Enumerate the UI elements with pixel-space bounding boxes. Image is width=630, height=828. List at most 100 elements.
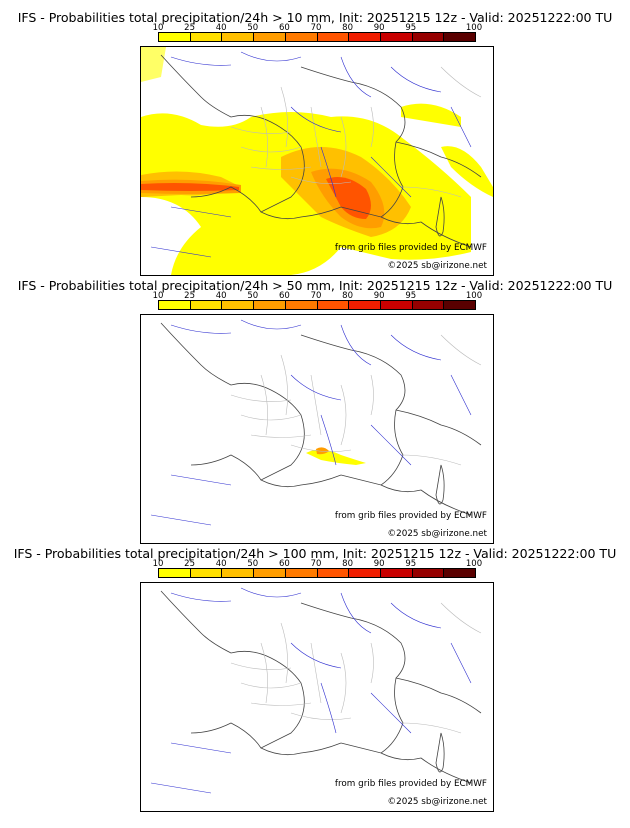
- map-shape: [141, 47, 166, 82]
- scale-tick-label: 40: [215, 23, 227, 33]
- scale-swatch: [222, 33, 255, 41]
- map-shape: [160, 590, 305, 749]
- credit-source: from grib files provided by ECMWF: [334, 779, 487, 789]
- scale-swatch: [285, 569, 318, 577]
- scale-swatch: [412, 569, 445, 577]
- color-scale-labels: 10 25 40 50 60 70 80 90 95 100: [153, 291, 498, 301]
- credit-source: from grib files provided by ECMWF: [334, 511, 487, 521]
- scale-tick-label: 25: [184, 559, 196, 569]
- region-boundaries: [230, 602, 482, 734]
- scale-tick-label: 90: [373, 23, 385, 33]
- color-scale-labels: 10 25 40 50 60 70 80 90 95 100: [153, 559, 498, 569]
- map-shape: [400, 602, 482, 734]
- scale-swatch: [285, 33, 318, 41]
- map-shape: [230, 86, 374, 184]
- map-shape: [435, 732, 445, 773]
- region-boundaries: [230, 66, 482, 198]
- map-graphic: [150, 587, 482, 794]
- map-shape: [230, 354, 374, 452]
- map-shape: [395, 409, 482, 446]
- map-shape: [400, 66, 482, 198]
- scale-swatch: [444, 33, 476, 41]
- map-shape: [141, 117, 181, 131]
- map-shape: [435, 196, 445, 237]
- map-shape: [380, 216, 472, 248]
- rivers: [150, 51, 472, 258]
- scale-tick-label: 60: [278, 291, 290, 301]
- country-borders: [160, 54, 482, 248]
- scale-tick-label: 40: [215, 559, 227, 569]
- scale-swatch: [349, 569, 381, 577]
- scale-tick-label: 70: [310, 291, 322, 301]
- rivers: [150, 319, 472, 526]
- scale-swatch: [317, 569, 350, 577]
- scale-tick-label: 70: [310, 559, 322, 569]
- scale-tick-label: 70: [310, 23, 322, 33]
- map-graphic: [141, 47, 493, 275]
- scale-swatch: [190, 569, 223, 577]
- panel-title: IFS - Probabilities total precipitation/…: [13, 546, 617, 561]
- precip-probability-field: [141, 47, 493, 275]
- scale-swatch: [380, 33, 413, 41]
- scale-swatch: [285, 301, 318, 309]
- scale-swatch: [190, 301, 223, 309]
- scale-tick-label: 80: [342, 291, 354, 301]
- scale-tick-label: 95: [405, 559, 417, 569]
- panel-title: IFS - Probabilities total precipitation/…: [17, 278, 613, 293]
- scale-tick-label: 60: [278, 559, 290, 569]
- probability-map: from grib files provided by ECMWF ©2025 …: [140, 46, 494, 276]
- scale-swatch: [349, 33, 381, 41]
- map-shape: [160, 322, 305, 481]
- country-borders: [160, 322, 482, 516]
- scale-tick-label: 25: [184, 23, 196, 33]
- scale-tick-label: 90: [373, 559, 385, 569]
- map-shape: [260, 206, 342, 220]
- scale-tick-label: 95: [405, 291, 417, 301]
- map-shape: [380, 752, 472, 784]
- map-shape: [230, 622, 374, 720]
- panel-title: IFS - Probabilities total precipitation/…: [17, 10, 613, 25]
- map-shape: [441, 146, 493, 197]
- scale-tick-label: 10: [152, 23, 164, 33]
- scale-tick-label: 50: [247, 23, 259, 33]
- region-boundaries: [230, 334, 482, 466]
- scale-tick-label: 95: [405, 23, 417, 33]
- credit-copyright: ©2025 sb@irizone.net: [387, 529, 487, 539]
- scale-swatch: [349, 301, 381, 309]
- scale-swatch: [159, 301, 191, 309]
- scale-tick-label: 80: [342, 559, 354, 569]
- scale-tick-label: 10: [152, 559, 164, 569]
- scale-tick-label: 40: [215, 291, 227, 301]
- scale-swatch: [380, 301, 413, 309]
- map-shape: [380, 484, 472, 516]
- map-shape: [316, 447, 329, 455]
- scale-tick-label: 100: [465, 23, 483, 33]
- map-shape: [150, 51, 472, 258]
- map-panel-100mm: IFS - Probabilities total precipitation/…: [0, 546, 630, 816]
- scale-tick-label: 100: [465, 559, 483, 569]
- map-panel-10mm: IFS - Probabilities total precipitation/…: [0, 10, 630, 280]
- scale-swatch: [159, 569, 191, 577]
- scale-tick-label: 100: [465, 291, 483, 301]
- color-scale-bar: [158, 568, 476, 578]
- color-scale-labels: 10 25 40 50 60 70 80 90 95 100: [153, 23, 498, 33]
- scale-swatch: [317, 33, 350, 41]
- map-shape: [141, 183, 239, 191]
- scale-tick-label: 60: [278, 23, 290, 33]
- map-graphic: [150, 319, 482, 526]
- credit-copyright: ©2025 sb@irizone.net: [387, 797, 487, 807]
- map-shape: [150, 319, 472, 526]
- scale-swatch: [412, 301, 445, 309]
- probability-map: from grib files provided by ECMWF ©2025 …: [140, 582, 494, 812]
- map-shape: [401, 103, 461, 127]
- scale-swatch: [190, 33, 223, 41]
- scale-swatch: [254, 569, 286, 577]
- rivers: [150, 587, 472, 794]
- scale-swatch: [444, 569, 476, 577]
- scale-tick-label: 90: [373, 291, 385, 301]
- scale-swatch: [222, 569, 255, 577]
- scale-swatch: [254, 301, 286, 309]
- scale-swatch: [159, 33, 191, 41]
- scale-tick-label: 25: [184, 291, 196, 301]
- scale-swatch: [222, 301, 255, 309]
